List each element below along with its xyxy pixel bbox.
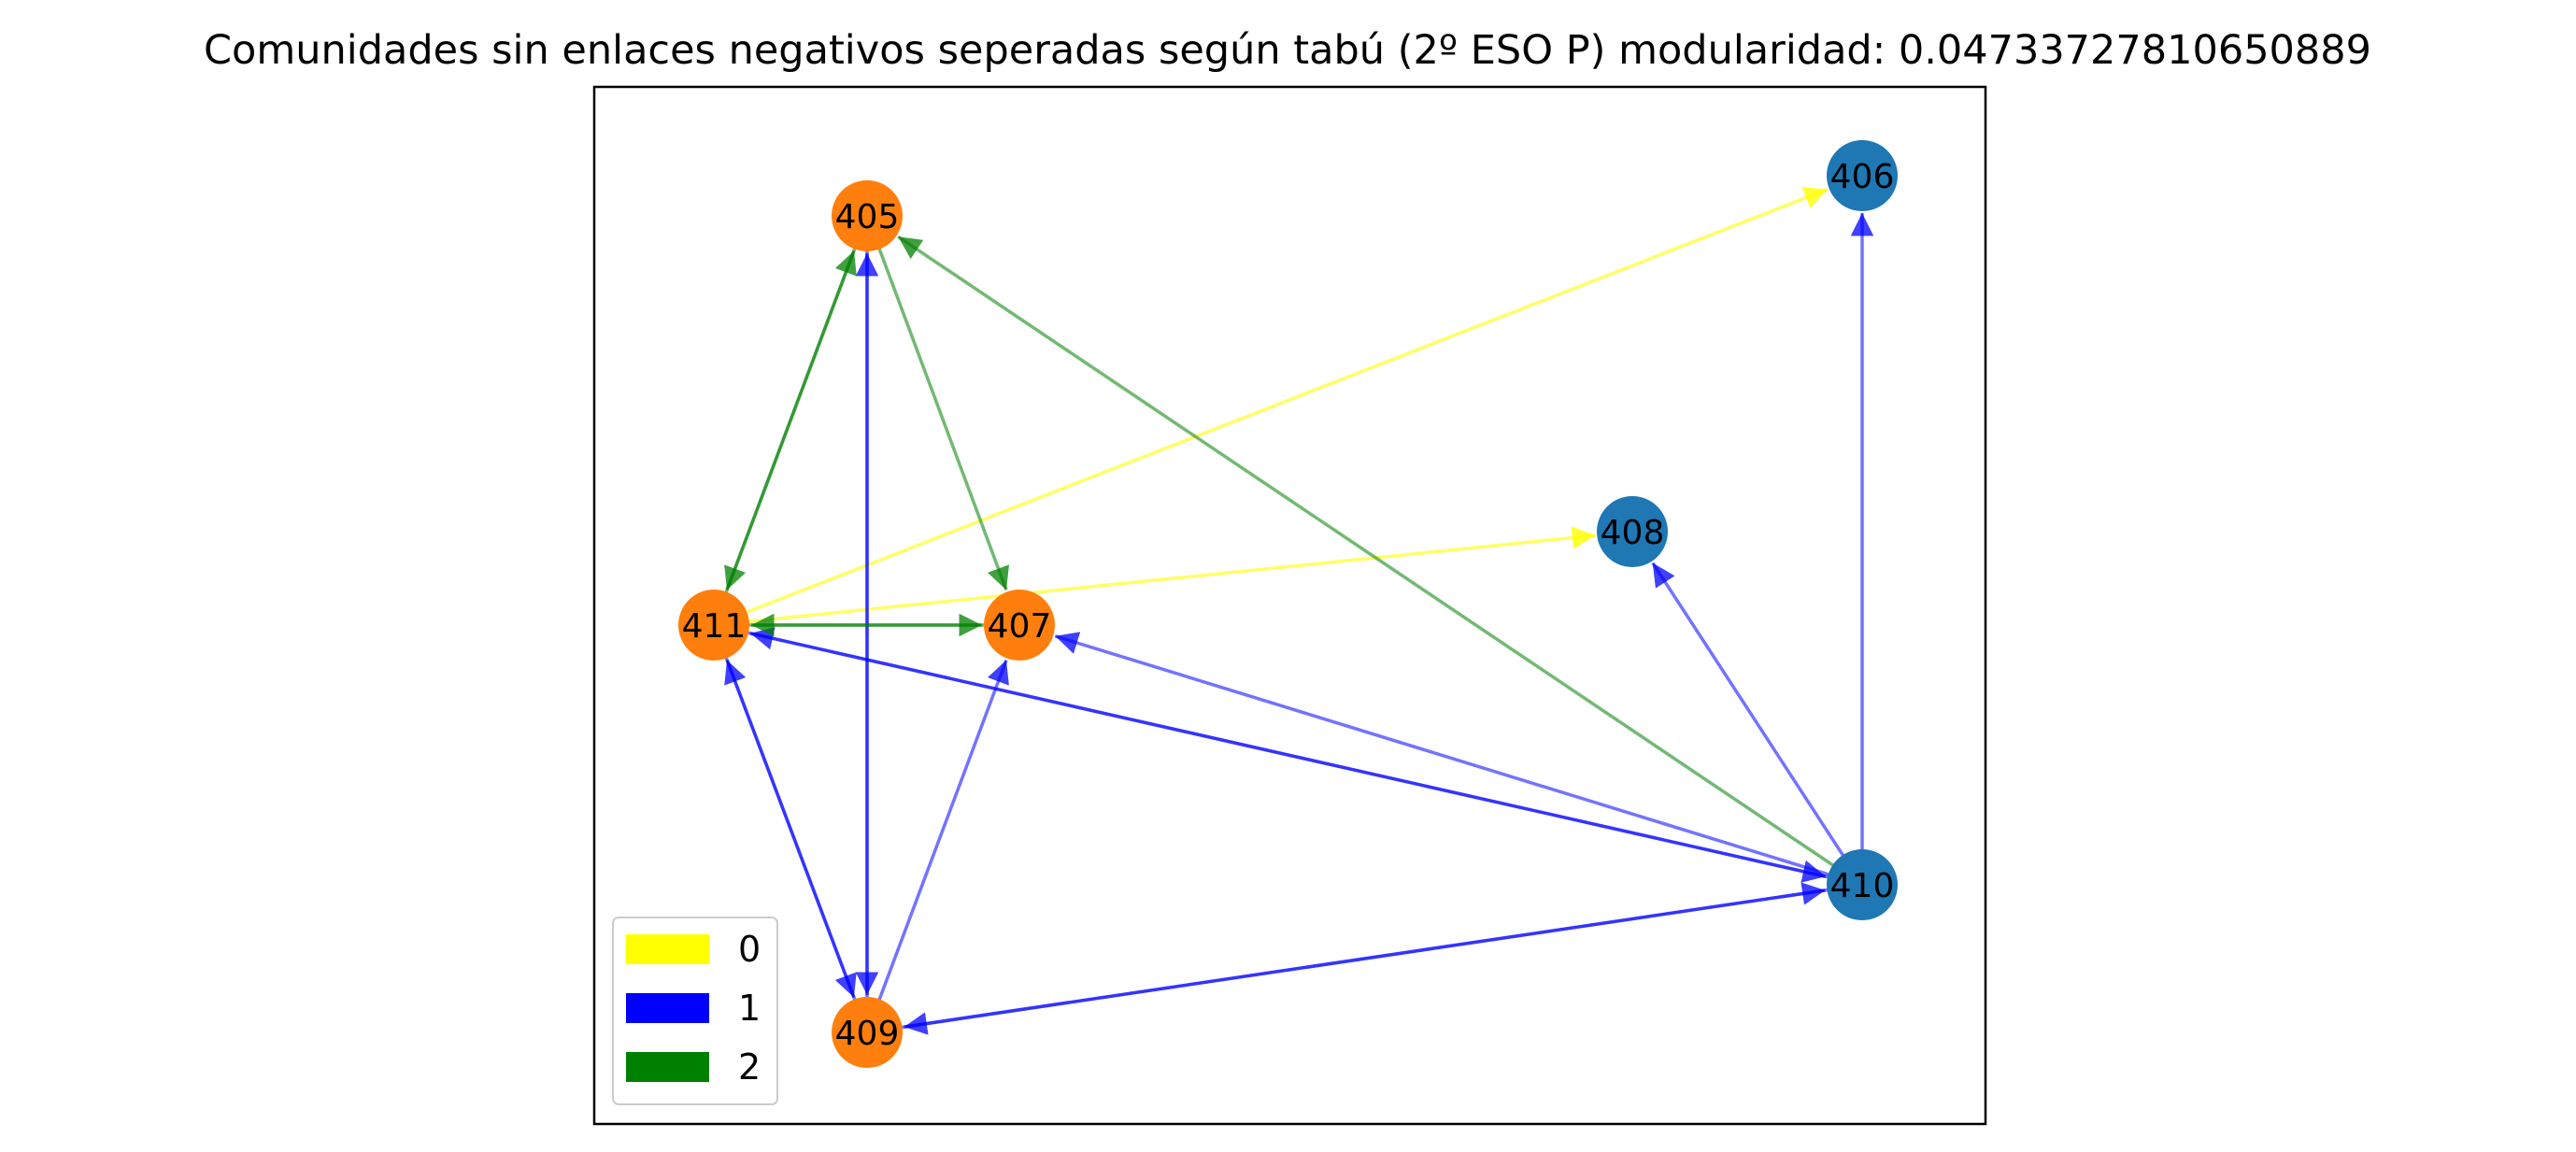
- node-circle-408: [1597, 496, 1668, 567]
- node-label-409: 409: [835, 1015, 900, 1053]
- edge-410-to-408: [1651, 562, 1864, 886]
- node-circle-407: [984, 590, 1055, 661]
- node-label-411: 411: [682, 607, 747, 646]
- node-407: 407: [984, 590, 1055, 661]
- legend-swatch-2: [626, 1052, 709, 1082]
- edge-411-to-406: [713, 187, 1829, 627]
- node-circle-406: [1827, 140, 1898, 211]
- edge-411-to-410: [713, 623, 1827, 883]
- edge-411-to-409: [712, 624, 857, 999]
- legend: 0 1 2: [612, 917, 778, 1105]
- legend-label-1: 1: [738, 988, 761, 1029]
- nodes-layer: 405 406 407 408 409 410 411: [678, 140, 1898, 1068]
- node-circle-405: [832, 180, 903, 251]
- plot-frame: [592, 85, 1987, 1126]
- legend-label-2: 2: [738, 1046, 761, 1088]
- node-410: 410: [1827, 849, 1898, 920]
- legend-swatch-0: [626, 934, 709, 964]
- edge-409-to-410: [866, 882, 1826, 1034]
- edge-411-to-408: [713, 526, 1596, 627]
- node-406: 406: [1827, 140, 1898, 211]
- node-circle-410: [1827, 849, 1898, 920]
- node-405: 405: [832, 180, 903, 251]
- node-circle-409: [832, 997, 903, 1068]
- node-label-408: 408: [1601, 514, 1665, 552]
- edge-411-to-405: [712, 249, 857, 626]
- node-409: 409: [832, 997, 903, 1068]
- edge-409-to-407: [865, 659, 1009, 1033]
- edge-410-to-405: [897, 235, 1863, 887]
- chart-title: Comunidades sin enlaces negativos sepera…: [204, 27, 2371, 74]
- legend-label-0: 0: [738, 929, 761, 970]
- edge-405-to-407: [865, 215, 1009, 591]
- edges-layer: [712, 187, 1874, 1035]
- legend-swatch-1: [626, 993, 709, 1023]
- edge-410-to-407: [1054, 632, 1863, 887]
- legend-items: 0 1 2: [626, 929, 761, 1088]
- node-circle-411: [678, 590, 749, 661]
- node-label-410: 410: [1830, 867, 1895, 905]
- node-408: 408: [1597, 496, 1668, 567]
- node-411: 411: [678, 590, 749, 661]
- node-label-406: 406: [1830, 158, 1895, 196]
- node-label-407: 407: [988, 607, 1052, 646]
- node-label-405: 405: [835, 198, 900, 236]
